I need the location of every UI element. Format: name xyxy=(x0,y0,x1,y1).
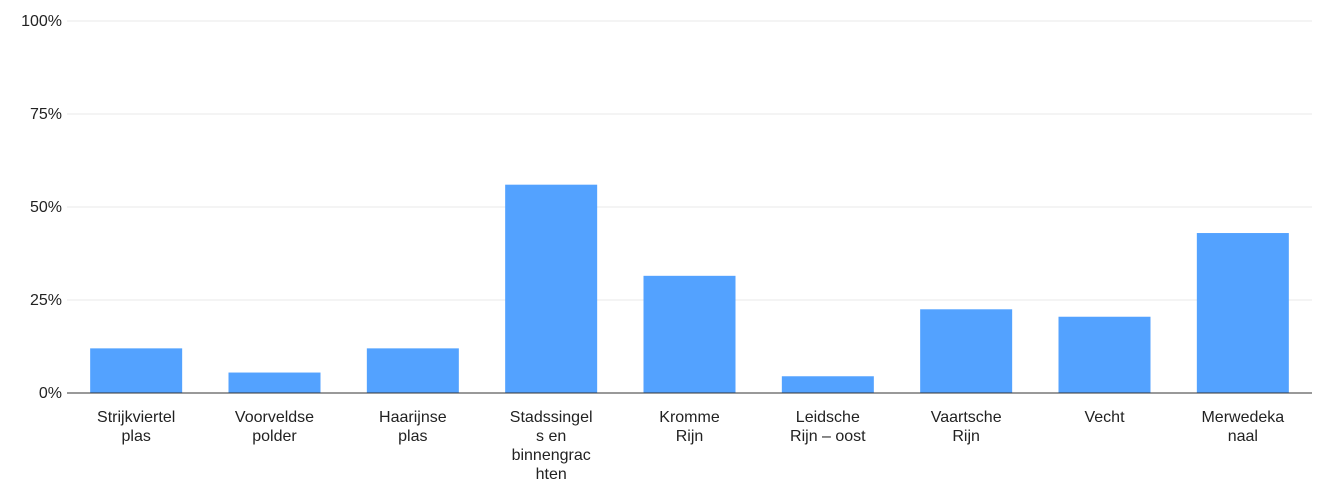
gridlines xyxy=(67,20,1312,301)
y-tick-label: 50% xyxy=(30,199,62,216)
x-category-label: Strijkviertel plas xyxy=(97,409,175,445)
y-tick-label: 75% xyxy=(30,106,62,123)
x-category-label: Merwedeka naal xyxy=(1201,409,1284,445)
y-axis-tick-labels: 0% 25% 50% 75% 100% xyxy=(21,13,62,402)
x-category-label: Vecht xyxy=(1084,409,1125,426)
x-category-label: Voorveldse polder xyxy=(235,409,314,445)
bar xyxy=(228,372,321,393)
bar xyxy=(1058,316,1151,393)
x-category-label: Leidsche Rijn – oost xyxy=(790,409,866,445)
bar xyxy=(90,348,183,393)
y-tick-label: 25% xyxy=(30,292,62,309)
x-category-label: Haarijnse plas xyxy=(379,409,447,445)
y-tick-label: 0% xyxy=(39,385,62,402)
bar xyxy=(1196,233,1289,393)
x-category-label: Stadssingel s en binnengrac hten xyxy=(510,409,593,483)
bar xyxy=(920,309,1013,393)
y-tick-label: 100% xyxy=(21,13,62,30)
bar xyxy=(643,275,736,393)
x-category-label: Vaartsche Rijn xyxy=(931,409,1002,445)
bars xyxy=(90,184,1289,393)
bar xyxy=(366,348,459,393)
bar xyxy=(781,376,874,393)
x-category-label: Kromme Rijn xyxy=(659,409,720,445)
x-axis-category-labels: Strijkviertel plas Voorveldse polder Haarijn… xyxy=(97,409,1284,483)
bar xyxy=(505,184,598,393)
